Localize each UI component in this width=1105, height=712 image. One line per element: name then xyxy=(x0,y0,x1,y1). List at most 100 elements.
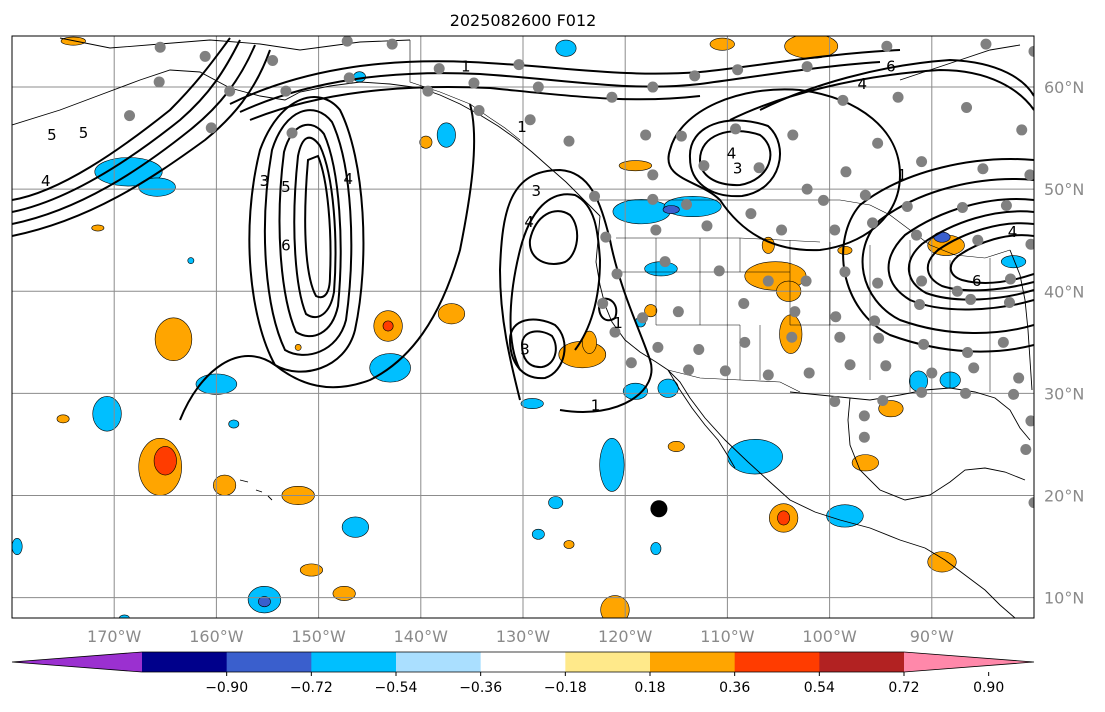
contour-wave-west xyxy=(12,37,231,201)
station-marker xyxy=(961,101,973,113)
station-marker xyxy=(918,338,930,350)
station-marker xyxy=(589,190,601,202)
station-marker xyxy=(753,162,765,174)
contour-label: 4 xyxy=(343,170,353,188)
contour-canada-low-2 xyxy=(688,119,781,198)
colorbar-tick-label: 0.72 xyxy=(888,680,919,696)
station-marker xyxy=(647,193,659,205)
station-marker xyxy=(762,275,774,287)
contour-low-gulf-outer xyxy=(248,96,365,373)
anomaly-region-48 xyxy=(826,504,864,528)
contour-label: 5 xyxy=(47,126,57,144)
station-marker xyxy=(609,326,621,338)
anomaly-region-21 xyxy=(581,330,597,354)
station-marker xyxy=(817,194,829,206)
coastline-east xyxy=(1009,249,1033,391)
station-marker xyxy=(672,306,684,318)
station-marker xyxy=(960,387,972,399)
station-marker xyxy=(563,135,575,147)
station-marker xyxy=(600,231,612,243)
contour-label: 1 xyxy=(461,58,471,76)
station-marker xyxy=(280,85,292,97)
contour-4-coast xyxy=(528,210,579,265)
station-marker xyxy=(1008,388,1020,400)
station-marker xyxy=(787,129,799,141)
station-marker xyxy=(1028,45,1034,57)
station-marker xyxy=(199,50,211,62)
station-marker xyxy=(675,130,687,142)
station-marker xyxy=(683,364,695,376)
contour-label: 4 xyxy=(524,213,534,231)
station-marker xyxy=(872,277,884,289)
anomaly-region-36 xyxy=(657,378,679,398)
station-marker xyxy=(840,166,852,178)
contour-1-pacific xyxy=(179,103,476,421)
contour-label: 6 xyxy=(886,58,896,76)
station-marker xyxy=(1016,124,1028,136)
colorbar xyxy=(11,651,1035,673)
anomaly-region-34 xyxy=(228,419,240,429)
anomaly-region-49 xyxy=(341,516,369,538)
anomaly-region-35 xyxy=(622,382,648,400)
station-marker xyxy=(473,105,485,117)
contour-3-low-inner xyxy=(520,330,557,369)
station-marker xyxy=(789,306,801,318)
anomaly-region-50 xyxy=(299,563,323,577)
colorbar-extend-max xyxy=(904,652,1034,672)
latitude-label: 20°N xyxy=(1044,486,1084,505)
anomaly-region-13 xyxy=(761,236,775,254)
colorbar-tick-label: 0.54 xyxy=(804,680,835,696)
anomaly-region-47 xyxy=(777,510,791,526)
coastline-baja xyxy=(667,369,736,469)
station-marker xyxy=(956,202,968,214)
contour-wave-west2 xyxy=(12,39,241,213)
coastline-us-west xyxy=(595,215,926,549)
contour-label: 4 xyxy=(727,144,737,162)
coastline-central-america xyxy=(924,547,1016,618)
contour-low-gulf-2 xyxy=(263,109,353,356)
station-marker xyxy=(916,275,928,287)
anomaly-region-62 xyxy=(709,37,735,51)
station-marker xyxy=(681,198,693,210)
contour-label: 6 xyxy=(972,272,982,290)
station-marker xyxy=(532,81,544,93)
anomaly-region-65 xyxy=(555,39,577,57)
colorbar-segment xyxy=(480,652,566,672)
station-marker xyxy=(730,123,742,135)
anomaly-region-23 xyxy=(382,320,394,332)
station-marker xyxy=(153,76,165,88)
station-marker xyxy=(977,163,989,175)
anomaly-region-67 xyxy=(187,257,195,264)
contour-label: 1 xyxy=(897,166,907,184)
station-marker xyxy=(524,114,536,126)
station-marker xyxy=(1020,444,1032,456)
longitude-label: 90°W xyxy=(910,627,954,646)
station-marker xyxy=(154,41,166,53)
station-marker xyxy=(859,189,871,201)
contour-canada-north2 xyxy=(759,58,1034,111)
station-marker xyxy=(829,224,841,236)
anomaly-region-44 xyxy=(548,496,564,510)
station-marker xyxy=(980,38,992,50)
contour-label: 1 xyxy=(517,118,527,136)
station-marker xyxy=(926,367,938,379)
colorbar-segment xyxy=(396,652,482,672)
colorbar-tick-label: 0.18 xyxy=(634,680,665,696)
anomaly-region-26 xyxy=(154,317,193,361)
station-marker xyxy=(762,369,774,381)
station-marker xyxy=(652,341,664,353)
station-marker xyxy=(867,217,879,229)
contour-low-gulf-5 xyxy=(304,154,332,299)
colorbar-segment xyxy=(311,652,397,672)
anomaly-region-64 xyxy=(353,71,366,83)
anomaly-region-18 xyxy=(644,304,658,318)
anomaly-region-25 xyxy=(437,303,466,325)
station-marker xyxy=(637,312,649,324)
anomaly-region-37 xyxy=(520,398,544,409)
station-marker xyxy=(640,129,652,141)
station-marker xyxy=(914,299,926,311)
contour-3-coast xyxy=(509,193,602,371)
station-marker xyxy=(801,183,813,195)
